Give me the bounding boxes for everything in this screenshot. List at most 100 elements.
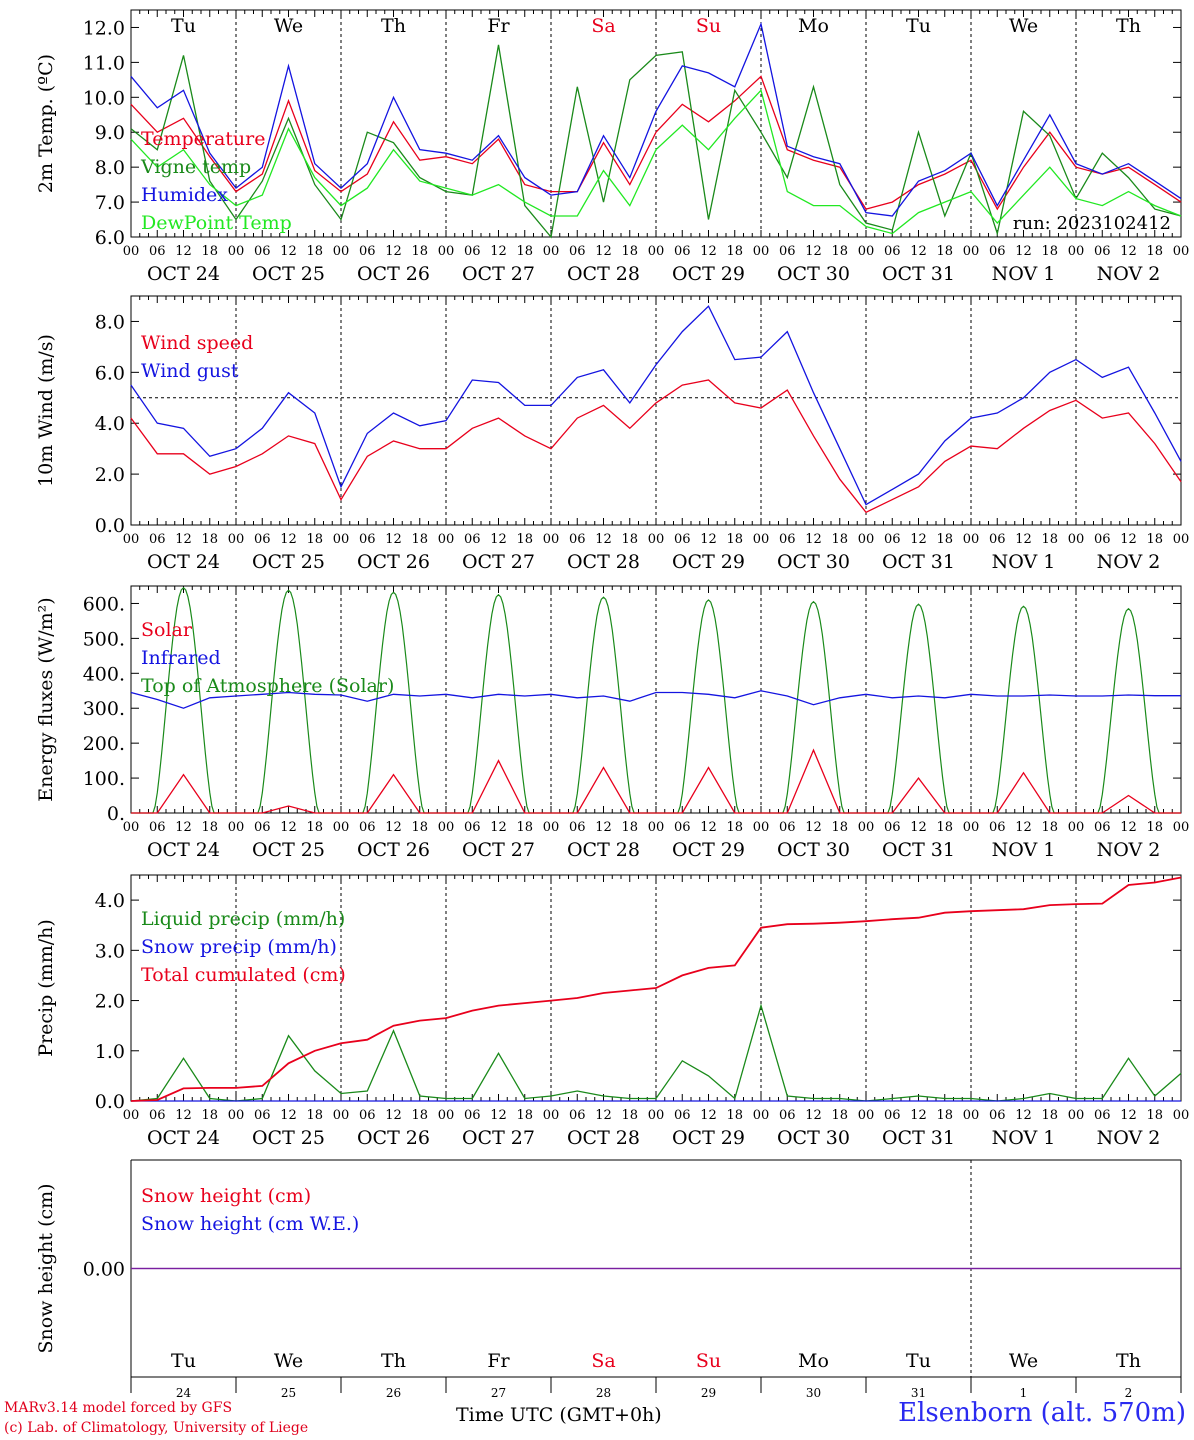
- hour-tick-label: 18: [831, 244, 848, 259]
- y-axis-title: Energy fluxes (W/m²): [35, 597, 57, 801]
- hour-tick-label: 06: [884, 820, 901, 835]
- date-label: NOV 1: [992, 1127, 1056, 1149]
- series-line-blue: [130, 305, 1182, 506]
- hour-tick-label: 18: [726, 532, 743, 547]
- hour-tick-label: 18: [201, 1108, 218, 1123]
- hour-tick-label: 06: [149, 244, 166, 259]
- date-label: OCT 30: [777, 263, 850, 285]
- hour-tick-label: 06: [569, 820, 586, 835]
- y-axis-title: 10m Wind (m/s): [35, 334, 57, 487]
- hour-tick-label: 12: [1015, 820, 1032, 835]
- hour-tick-label: 06: [464, 244, 481, 259]
- y-tick-label: 500.: [83, 628, 125, 650]
- hour-tick-label: 06: [359, 244, 376, 259]
- hour-tick-label: 00: [858, 532, 875, 547]
- hour-tick-label: 12: [490, 820, 507, 835]
- date-label: OCT 24: [147, 263, 220, 285]
- y-tick-label: 2.0: [95, 991, 125, 1013]
- hour-tick-label: 18: [411, 1108, 428, 1123]
- hour-tick-label: 12: [385, 1108, 402, 1123]
- y-axis-title: Precip (mm/h): [35, 919, 57, 1057]
- date-number-label: 28: [596, 1386, 611, 1400]
- hour-tick-label: 12: [595, 820, 612, 835]
- hour-tick-label: 00: [123, 244, 140, 259]
- y-tick-label: 12.0: [83, 17, 125, 39]
- hour-tick-label: 12: [910, 820, 927, 835]
- date-number-label: 1: [1020, 1386, 1028, 1400]
- weekday-label: Mo: [798, 15, 829, 37]
- hour-tick-label: 18: [621, 532, 638, 547]
- hour-tick-label: 06: [884, 532, 901, 547]
- date-number-label: 31: [911, 1386, 926, 1400]
- hour-tick-label: 06: [989, 244, 1006, 259]
- date-label: NOV 1: [992, 839, 1056, 861]
- hour-tick-label: 06: [254, 244, 271, 259]
- hour-tick-label: 12: [700, 1108, 717, 1123]
- hour-tick-label: 00: [333, 820, 350, 835]
- hour-tick-label: 18: [621, 1108, 638, 1123]
- date-label: OCT 29: [672, 551, 745, 573]
- date-label: OCT 25: [252, 263, 325, 285]
- y-tick-label: 8.0: [95, 311, 125, 333]
- credit-line-1: MARv3.14 model forced by GFS: [4, 1400, 233, 1416]
- legend-label: Top of Atmosphere (Solar): [141, 675, 394, 697]
- hour-tick-label: 18: [516, 244, 533, 259]
- legend-label: DewPoint Temp: [141, 212, 292, 234]
- y-tick-label: 6.0: [95, 227, 125, 249]
- hour-tick-label: 06: [989, 820, 1006, 835]
- legend-label: Snow precip (mm/h): [141, 936, 337, 958]
- date-label: OCT 26: [357, 839, 430, 861]
- legend-label: Wind speed: [141, 332, 253, 354]
- y-tick-label: 7.0: [95, 192, 125, 214]
- series-line-red: [131, 748, 1181, 814]
- time-axis-label: Time UTC (GMT+0h): [456, 1404, 662, 1426]
- date-label: OCT 24: [147, 839, 220, 861]
- hour-tick-label: 12: [280, 244, 297, 259]
- date-label: OCT 25: [252, 839, 325, 861]
- date-label: OCT 24: [147, 551, 220, 573]
- hour-tick-label: 00: [228, 1108, 245, 1123]
- hour-tick-label: 06: [779, 244, 796, 259]
- legend-label: Infrared: [141, 647, 221, 669]
- series-line-red: [130, 379, 1182, 514]
- y-tick-label: 9.0: [95, 122, 125, 144]
- date-label: OCT 31: [882, 551, 955, 573]
- hour-tick-label: 18: [201, 532, 218, 547]
- date-label: OCT 27: [462, 1127, 535, 1149]
- date-label: NOV 2: [1097, 839, 1161, 861]
- hour-tick-label: 12: [385, 820, 402, 835]
- y-tick-label: 0.0: [95, 1091, 125, 1113]
- hour-tick-label: 06: [884, 244, 901, 259]
- weekday-label: Sa: [591, 1350, 615, 1372]
- hour-tick-label: 12: [175, 820, 192, 835]
- date-label: OCT 29: [672, 839, 745, 861]
- weekday-label: Su: [696, 1350, 721, 1372]
- hour-tick-label: 12: [385, 244, 402, 259]
- weekday-label: Th: [381, 15, 406, 37]
- date-label: OCT 28: [567, 839, 640, 861]
- hour-tick-label: 18: [726, 244, 743, 259]
- hour-tick-label: 00: [1068, 244, 1085, 259]
- date-number-label: 30: [806, 1386, 821, 1400]
- y-tick-label: 100.: [83, 768, 125, 790]
- legend-label: Liquid precip (mm/h): [141, 908, 345, 930]
- hour-tick-label: 00: [123, 820, 140, 835]
- date-label: OCT 26: [357, 551, 430, 573]
- panel-4: 00 06 12 18 00 06 12 18 00 06 12 18 00 06 12 18 00 06 12 18…: [35, 874, 1189, 1149]
- hour-tick-label: 00: [858, 244, 875, 259]
- hour-tick-label: 12: [1120, 1108, 1137, 1123]
- weekday-label: Fr: [487, 15, 510, 37]
- hour-tick-label: 18: [411, 244, 428, 259]
- hour-tick-label: 00: [438, 532, 455, 547]
- date-label: NOV 1: [992, 263, 1056, 285]
- weekday-label: Tu: [906, 15, 931, 37]
- hour-tick-label: 18: [831, 1108, 848, 1123]
- run-annotation: run: 2023102412: [1013, 213, 1171, 234]
- hour-tick-label: 06: [989, 532, 1006, 547]
- date-label: OCT 31: [882, 1127, 955, 1149]
- y-tick-label: 2.0: [95, 464, 125, 486]
- hour-tick-label: 12: [1015, 532, 1032, 547]
- legend-label: Vigne temp: [140, 156, 251, 178]
- hour-tick-label: 12: [1120, 820, 1137, 835]
